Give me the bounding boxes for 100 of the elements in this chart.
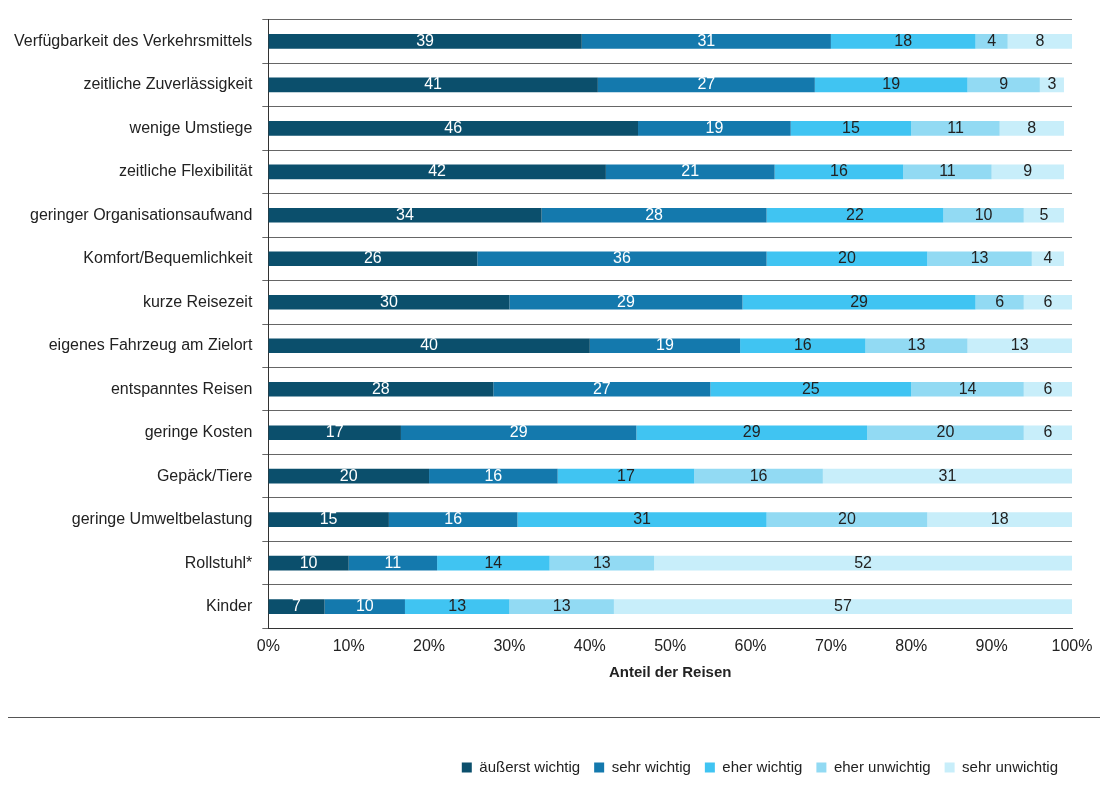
bar [268,381,494,397]
data-label: 19 [705,118,724,136]
data-label: 6 [995,292,1005,310]
bar [999,120,1064,136]
data-label: 13 [592,553,611,571]
bar [967,338,1072,354]
data-label: 11 [939,162,956,180]
data-label: 31 [697,31,716,49]
data-label: 8 [1035,31,1045,49]
data-label: 31 [938,466,957,484]
bar [975,294,1024,310]
data-label: 14 [958,379,977,397]
bar [867,425,1024,441]
bar [388,512,518,528]
data-label: 11 [384,553,402,571]
bar [638,120,791,136]
data-label: 10 [299,553,318,571]
data-label: 16 [793,336,812,354]
x-tick-label: 30% [493,637,526,655]
x-tick-label: 10% [332,637,365,655]
bar [509,599,614,614]
x-tick-label: 0% [256,637,280,655]
bar [517,512,767,528]
y-tick-label: eigenes Fahrzeug am Zielort [48,336,253,354]
data-label: 22 [846,205,865,223]
y-tick-label: geringer Organisationsaufwand [29,205,253,223]
bar [766,251,928,267]
data-label: 19 [656,336,674,354]
y-tick-label: zeitliche Flexibilität [118,162,253,180]
bar [268,468,430,484]
bar [268,425,401,441]
legend-label: eher unwichtig [833,757,931,775]
bar [268,338,590,354]
data-label: 16 [444,510,463,528]
data-label: 34 [396,205,414,223]
bar [740,338,866,354]
bar [404,599,510,614]
data-label: 15 [842,118,860,136]
data-label: 21 [681,162,700,180]
data-label: 36 [613,249,631,267]
x-tick-label: 100% [1051,637,1093,655]
bar [710,381,912,397]
x-tick-label: 70% [814,637,847,655]
bar [1023,294,1072,310]
bar [509,294,743,310]
bar [348,555,438,571]
data-label: 7 [292,597,302,615]
bar [865,338,968,354]
bar [268,555,349,571]
data-label: 10 [974,205,993,223]
data-label: 57 [834,597,852,615]
data-label: 39 [416,31,435,49]
bar [268,599,325,614]
data-label: 29 [617,292,635,310]
data-label: 9 [1023,162,1033,180]
y-tick-label: geringe Kosten [144,423,253,441]
bar [613,599,1072,614]
x-tick-label: 90% [975,637,1008,655]
bar [822,468,1072,484]
bar [557,468,695,484]
data-label: 10 [355,597,374,615]
bar [589,338,741,354]
bar [814,77,968,93]
data-label: 26 [363,249,382,267]
data-label: 16 [830,162,848,180]
data-label: 20 [838,249,856,267]
data-label: 19 [882,75,901,93]
data-label: 6 [1043,379,1053,397]
bar [268,512,389,528]
bar [911,120,1000,136]
bar [268,207,542,223]
x-tick-label: 40% [573,637,606,655]
bar [927,251,1032,267]
bar [493,381,711,397]
bar [766,207,944,223]
legend-label: sehr unwichtig [962,757,1059,775]
bar [437,555,550,571]
bar [581,34,831,49]
bar [903,164,992,180]
data-label: 18 [990,510,1009,528]
bar [766,512,928,528]
data-label: 40 [420,336,439,354]
data-label: 14 [484,553,503,571]
data-label: 11 [947,118,964,136]
data-label: 8 [1027,118,1037,136]
data-label: 5 [1039,205,1049,223]
bar [268,294,510,310]
data-label: 52 [854,553,873,571]
data-label: 9 [999,75,1009,93]
data-label: 13 [1010,336,1029,354]
data-label: 6 [1043,423,1053,441]
bar [790,120,912,136]
x-tick-label: 50% [654,637,687,655]
bar [830,34,976,49]
bar [268,251,478,267]
y-tick-label: Komfort/Bequemlichkeit [83,249,253,267]
bar [694,468,823,484]
x-tick-label: 80% [895,637,928,655]
y-tick-label: Rollstuhl* [184,553,253,571]
legend-label: eher wichtig [722,757,803,775]
